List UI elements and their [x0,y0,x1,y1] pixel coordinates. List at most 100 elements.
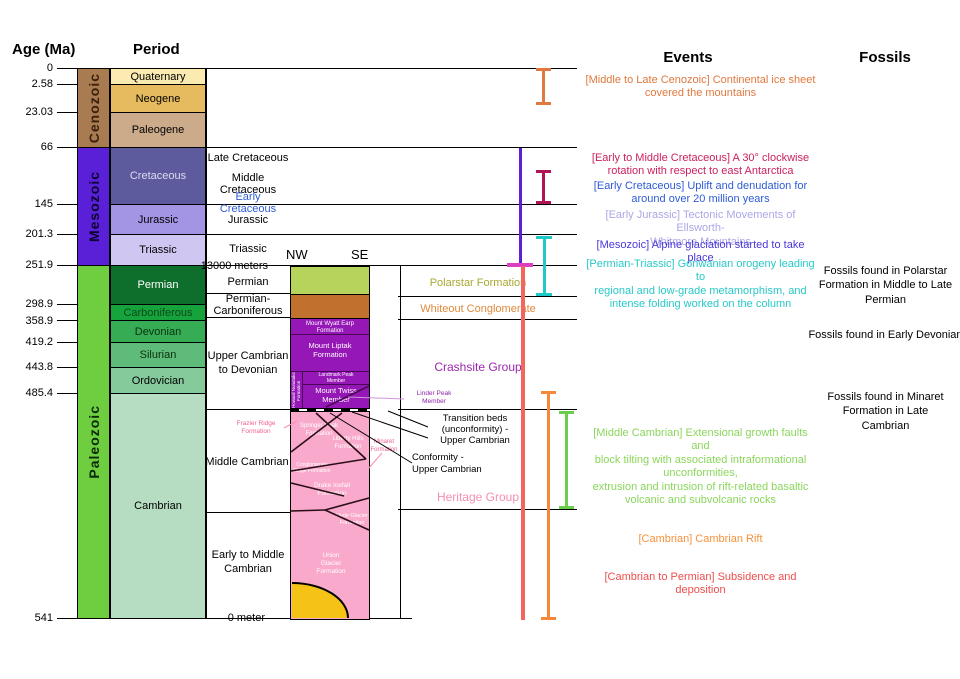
event-bar-mesozoic-glaciation [518,148,522,265]
event-bar-permian-triassic-orogeny [536,236,552,296]
age-tick-label: 541 [34,612,53,624]
period-permian: Permian [110,265,206,305]
age-tick [57,265,77,266]
event-bar-cambrian-permian-subsidence [521,266,525,620]
label-line-permcarb-base [206,317,290,318]
period-neogene: Neogene [110,84,206,113]
boundary-line-polarstar-base-right [398,296,577,297]
subdivision-early-cretaceous: Early Cretaceous [219,191,277,215]
landmark-peak-label: Landmark Peak Member [318,371,354,384]
event-bar-cenozoic-ice-sheet [536,68,551,105]
age-tick [57,147,77,148]
age-tick [57,304,77,305]
scale-0-dash [268,618,290,619]
period-silurian: Silurian [110,342,206,368]
whiteout-conglomerate-label: Whiteout Conglomerate [420,303,536,315]
conglomerate-ridge-label: Conglomerate Ridge Formation [293,462,331,475]
boundary-line-541ma [57,618,412,619]
age-tick-label: 201.3 [25,228,53,240]
linder-peak-member-label: Linder Peak Member [416,390,452,406]
age-tick-label: 23.03 [25,106,53,118]
age-tick-label: 2.58 [31,78,53,90]
event-permian-triassic-orogeny: [Permian-Triassic] Gonwanian orogeny lea… [586,258,815,311]
howard-nunataks-label: Howard Nunataks Formation [290,372,301,408]
age-tick [57,204,77,205]
crashsite-divider [291,370,369,372]
age-tick [57,112,77,113]
polarstar-formation-label: Polarstar Formation [429,277,527,289]
transition-beds-annotation: Transition beds (unconformity) - Upper C… [440,413,510,446]
event-early-jurassic-tectonics: [Early Jurassic] Tectonic Movements of E… [605,209,796,248]
era-mesozoic: Mesozoic [77,147,110,266]
period-carboniferous: Carboniferous [110,304,206,321]
label-line-midcamb-base [206,512,290,513]
period-label: Carboniferous [123,306,193,319]
age-tick-label: 358.9 [25,315,53,327]
boundary-line-whiteout-base-right [398,319,577,320]
event-mesozoic-glaciation: [Mesozoic] Alpine glaciation started to … [596,239,805,265]
liberty-hills-label: Liberty Hills Formation [332,436,364,450]
period-ordovician: Ordovician [110,367,206,394]
age-tick-label: 485.4 [25,387,53,399]
boundary-line-crashsite-base-right [398,409,577,410]
period-label: Permian [137,279,179,291]
period-triassic: Triassic [110,234,206,266]
period-paleogene: Paleogene [110,112,206,148]
mount-liptak-label: Mount Liptak Formation [308,340,352,359]
subdivision-late-cretaceous: Late Cretaceous [207,152,289,164]
crashsite-group-block: Mount Wyatt Earp Formation Mount Liptak … [290,317,370,410]
event-bar-cambrian-rift [541,391,556,620]
period-column-title: Period [133,41,180,58]
crashsite-group-label: Crashsite Group [434,360,522,374]
period-column-right-border [206,68,207,619]
crashsite-divider [291,333,369,335]
label-line-uppercamb-base [206,409,290,410]
event-cretaceous-rotation: [Early to Middle Cretaceous] A 30° clock… [591,152,810,178]
era-paleozoic: Paleozoic [77,265,110,619]
subdivision-jurassic: Jurassic [227,214,269,226]
label-line-permian-base [206,293,290,294]
fossil-note-early-devonian: Fossils found in Early Devonian [808,329,960,341]
age-tick-label: 0 [46,62,53,74]
age-tick-label: 251.9 [25,259,53,271]
scale-13000-meters: 13000 meters [200,260,268,272]
event-bar-cretaceous-rotation [536,170,551,204]
drake-icefall-label: Drake Icefall Formation [313,482,351,498]
event-cambrian-rift: [Cambrian] Cambrian Rift [638,533,763,545]
frazier-ridge-formation-label: Frazier Ridge Formation [236,420,276,436]
age-tick-label: 419.2 [25,336,53,348]
minaret-pointer [368,452,383,469]
era-cenozoic-label: Cenozoic [85,72,102,144]
fossils-column-title: Fossils [859,49,911,66]
fossil-note-polarstar: Fossils found in Polarstar Formation in … [818,265,953,306]
subdivision-triassic: Triassic [229,243,267,255]
section-se-label: SE [351,247,369,262]
boundary-line-201ma [57,234,577,235]
subdivision-permian-carboniferous: Permian- Carboniferous [213,293,283,318]
subdivision-early-middle-cambrian: Early to Middle Cambrian [211,549,285,576]
scale-0-meter: 0 meter [227,612,265,624]
subdivision-upper-cambrian-devonian: Upper Cambrian to Devonian [207,350,289,377]
age-tick [57,393,77,394]
boundary-line-145ma [57,204,577,205]
period-label: Cambrian [134,500,182,512]
boundary-line-0ma [57,68,577,69]
period-label: Triassic [139,244,177,256]
age-tick [57,234,77,235]
event-bar-mesozoic-cap [507,263,533,267]
era-paleozoic-label: Paleozoic [85,405,102,479]
event-bar-middle-cambrian-faulting [559,411,574,509]
polarstar-formation-block [290,266,370,295]
crashsite-divider [302,383,369,385]
boundary-line-252ma [57,265,577,266]
meters-scale-line [400,266,401,619]
event-cambrian-permian-subsidence: [Cambrian to Permian] Subsidence and dep… [604,571,797,597]
hyde-glacier-label: Hyde Glacier Formation [336,513,368,526]
fossil-note-minaret: Fossils found in Minaret Formation in La… [827,391,944,432]
age-tick-label: 443.8 [25,361,53,373]
age-tick-label: 66 [40,141,53,153]
union-glacier-label: Union Glacier Formation [316,552,346,576]
age-tick [57,367,77,368]
subdivision-middle-cambrian: Middle Cambrian [205,456,289,468]
period-label: Silurian [139,349,177,361]
